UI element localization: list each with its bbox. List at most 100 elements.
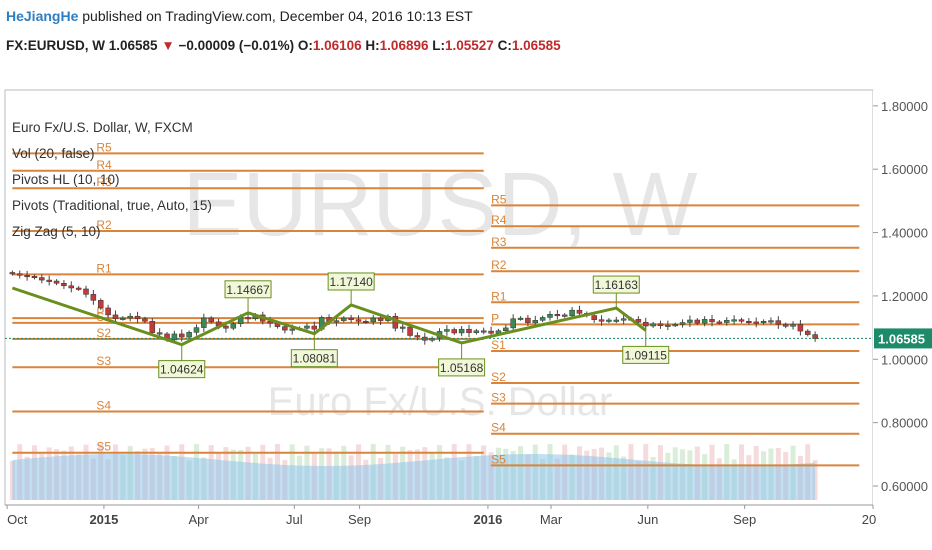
price-axis[interactable]: 0.60000 0.80000 1.00000 1.20000 1.40000 1.600… [873, 90, 932, 545]
candle-body [679, 322, 686, 325]
candle-body [642, 321, 649, 327]
candle-body [399, 326, 406, 329]
candle-body [738, 319, 745, 322]
candle-body [473, 330, 480, 333]
time-tick-label: Jul [286, 512, 303, 527]
time-tick-label: Oct [7, 512, 28, 527]
zigzag-label-box [622, 345, 670, 364]
candle-body [31, 276, 38, 279]
candle-body [650, 323, 656, 327]
candle-body [333, 320, 340, 323]
candle-body [53, 280, 60, 284]
pivot-label-r5: R5 [491, 192, 507, 206]
open-label: O: [297, 38, 313, 53]
indicator-legend[interactable]: Euro Fx/U.S. Dollar, W, FXCM Vol (20, fal… [12, 120, 212, 239]
symbol-quote-line: FX:EURUSD, W 1.06585 ▼ −0.00009 (−0.01%)… [6, 38, 561, 53]
zigzag-label: 1.04624 [160, 363, 204, 377]
candle-body [569, 309, 575, 317]
time-tick-label: 20 [862, 512, 876, 527]
candle-body [193, 327, 200, 333]
open-value: 1.06106 [312, 38, 362, 53]
candle-body [561, 314, 568, 317]
candle-body [208, 317, 214, 323]
candle-body [665, 324, 671, 327]
zigzag-indicator: 1.04624 1.14667 1.08081 1.17140 1.05168 1.161… [11, 272, 670, 379]
zigzag-label-box [592, 275, 640, 294]
pivot-label-s1: S1 [491, 338, 506, 352]
candle-body [768, 320, 774, 323]
candle-body [377, 317, 384, 321]
close-value: 1.06585 [511, 38, 561, 53]
candle-body [201, 317, 207, 328]
candle-body [517, 317, 524, 320]
candle-body [539, 317, 546, 321]
candle-body [797, 324, 804, 332]
candle-body [510, 318, 516, 329]
candle-body [760, 321, 767, 324]
legend-item: Pivots HL (10, 10) [12, 172, 120, 187]
zigzag-label-box [327, 272, 375, 291]
candle-body [16, 273, 23, 276]
zigzag-label: 1.16163 [595, 278, 639, 292]
candle-body [68, 285, 75, 289]
legend-item: Zig Zag (5, 10) [12, 224, 101, 239]
candle-body [112, 314, 119, 319]
pivot-label-r3: R3 [491, 235, 507, 249]
candle-body [179, 333, 185, 338]
close-label: C: [497, 38, 512, 53]
candle-body [142, 318, 148, 322]
candle-body [532, 320, 539, 324]
last-price-badge-label: 1.06585 [878, 331, 925, 346]
candle-body [370, 317, 376, 323]
zigzag-label: 1.14667 [226, 283, 270, 297]
candle-body [716, 321, 723, 324]
time-tick-label: Apr [188, 512, 209, 527]
high-label: H: [365, 38, 380, 53]
pivot-label-r2: R2 [96, 218, 112, 232]
candle-body [186, 332, 192, 338]
candle-body [709, 319, 715, 323]
high-value: 1.06896 [379, 38, 429, 53]
candle-body [731, 319, 737, 322]
candle-body [547, 314, 553, 318]
zigzag-label-box [158, 360, 206, 379]
candle-body [24, 275, 30, 278]
candle-body [46, 279, 52, 282]
candle-body [805, 330, 811, 335]
candle-body [701, 319, 708, 324]
pivot-label-s3: S3 [491, 391, 506, 405]
candle-body [39, 277, 45, 281]
candle-body [790, 324, 796, 327]
pivot-label-s4: S4 [491, 421, 506, 435]
candle-body [61, 282, 67, 287]
candle-body [97, 300, 104, 309]
time-tick-label: Jun [637, 512, 658, 527]
legend-item: Pivots (Traditional, true, Auto, 15) [12, 198, 212, 213]
candle-body [746, 321, 752, 324]
price-change: −0.00009 (−0.01%) [178, 38, 295, 53]
publisher-username[interactable]: HeJiangHe [6, 8, 79, 24]
candle-body [782, 324, 789, 327]
candle-body [348, 317, 354, 320]
zigzag-label-box [438, 358, 486, 377]
time-axis[interactable]: Oct 2015 Apr Jul Sep 2016 Mar Jun Sep 20 [5, 504, 876, 527]
candle-body [576, 309, 583, 314]
candle-body [355, 319, 362, 322]
price-axis-background [873, 90, 932, 545]
candle-body [127, 315, 133, 319]
candle-body [156, 332, 163, 335]
candle-body [672, 324, 678, 327]
time-tick-label: 2016 [473, 512, 502, 527]
candle-body [613, 319, 620, 322]
price-tick-label: 1.00000 [881, 352, 928, 367]
candle-body [282, 326, 288, 331]
pivot-label-s5: S5 [96, 440, 111, 454]
pivot-label-r2: R2 [491, 258, 507, 272]
candle-body [245, 317, 251, 320]
price-tick-label: 1.80000 [881, 99, 928, 114]
candle-body [75, 287, 82, 290]
candle-body [775, 320, 782, 325]
price-tick-label: 0.60000 [881, 479, 928, 494]
last-price: 1.06585 [108, 38, 158, 53]
